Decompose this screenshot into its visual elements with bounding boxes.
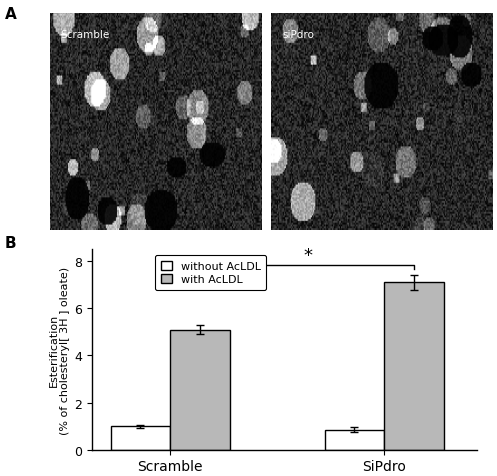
Bar — [384, 283, 444, 450]
Text: siPdro: siPdro — [282, 30, 314, 40]
Text: *: * — [303, 247, 312, 265]
Bar — [325, 430, 384, 450]
Y-axis label: Esterification
(% of cholesteryl[ 3H ] oleate): Esterification (% of cholesteryl[ 3H ] o… — [48, 266, 70, 434]
Legend: without AcLDL, with AcLDL: without AcLDL, with AcLDL — [155, 256, 266, 290]
Bar — [110, 426, 170, 450]
Text: B: B — [5, 236, 16, 250]
Bar — [170, 330, 230, 450]
Text: Scramble: Scramble — [60, 30, 109, 40]
Text: A: A — [5, 7, 17, 22]
